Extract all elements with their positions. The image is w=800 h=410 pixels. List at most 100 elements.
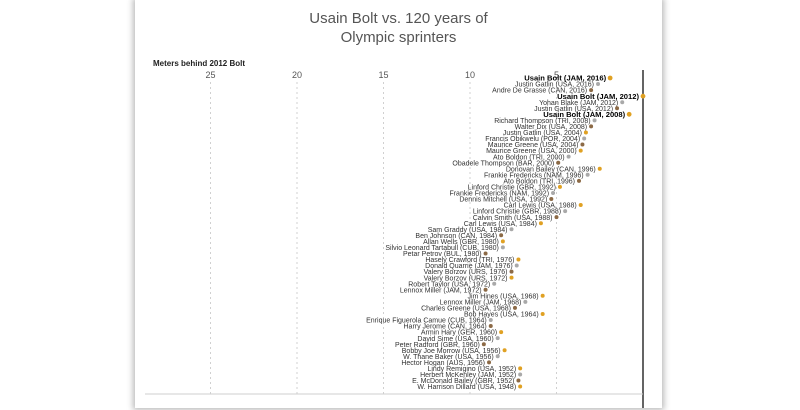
runner-label: Maurice Greene (USA, 2000) [486, 148, 577, 155]
runner-dot [540, 293, 545, 298]
runner-label: Lennox Miller (JAM, 1972) [400, 287, 482, 294]
runner-point: Andre De Grasse (CAN, 2016) [492, 88, 594, 95]
runner-label: Ben Johnson (CAN, 1984) [415, 233, 497, 240]
runner-dot [502, 348, 507, 353]
runner-point: Yohan Blake (JAM, 2012) [539, 100, 625, 107]
runner-label: Walter Dix (USA, 2008) [515, 124, 587, 131]
runner-dot [626, 111, 632, 117]
runner-dot [495, 354, 500, 359]
runner-dot [514, 263, 519, 268]
runner-point: Lennox Miller (JAM, 1972) [400, 287, 488, 294]
runner-dot [540, 311, 545, 316]
runner-point: Justin Gatlin (USA, 2016) [515, 82, 601, 89]
runner-dot [499, 233, 504, 238]
runner-label: Richard Thompson (TRI, 2008) [494, 118, 590, 125]
runner-dot [556, 160, 561, 165]
runner-point: Ato Boldon (TRI, 2000) [493, 154, 571, 161]
runner-dot [495, 336, 500, 341]
runner-point: Ato Boldon (TRI, 1996) [503, 178, 581, 185]
runner-point: Usain Bolt (JAM, 2008) [543, 110, 632, 119]
runner-point: Usain Bolt (JAM, 2012) [557, 92, 646, 101]
runner-point: Hasely Crawford (TRI, 1976) [425, 257, 521, 264]
runner-label: Enrique Figuerola Camue (CUB, 1964) [366, 318, 487, 325]
runner-point: Linford Christie (GBR, 1992) [468, 185, 562, 192]
runner-dot [615, 106, 620, 111]
runner-point: Petar Petrov (BUL, 1980) [403, 251, 488, 258]
runner-label: Jim Hines (USA, 1968) [467, 293, 538, 300]
runner-point: Harry Jerome (CAN, 1964) [404, 324, 493, 331]
runner-dot [578, 148, 583, 153]
runner-point: Bob Hayes (USA, 1964) [464, 312, 545, 319]
chart-title-line-2: Olympic sprinters [340, 29, 457, 46]
runner-dot [509, 275, 514, 280]
runner-dot [518, 372, 523, 377]
runner-dot [512, 305, 517, 310]
runner-point: Donald Quarrie (JAM, 1976) [425, 263, 519, 270]
runner-label: Justin Gatlin (USA, 2004) [503, 130, 582, 137]
runner-label: Valery Borzov (URS, 1972) [424, 275, 508, 282]
runner-dot [488, 324, 493, 329]
runner-point: Calvin Smith (USA, 1988) [473, 215, 559, 222]
runner-label: Usain Bolt (JAM, 2012) [557, 92, 639, 101]
runner-point: Robert Taylor (USA, 1972) [408, 281, 497, 288]
runner-label: Obadele Thompson (BAR, 2000) [452, 160, 554, 167]
runner-dot [499, 330, 504, 335]
runner-point: Bobby Joe Morrow (USA, 1956) [402, 348, 507, 355]
runner-label: Donovan Bailey (CAN, 1996) [506, 166, 596, 173]
runner-label: Maurice Greene (USA, 2004) [488, 142, 579, 149]
runner-label: Hasely Crawford (TRI, 1976) [425, 257, 514, 264]
runner-point: Dennis Mitchell (USA, 1992) [459, 197, 554, 204]
x-tick-label: 20 [292, 70, 302, 80]
runner-label: Robert Taylor (USA, 1972) [408, 281, 490, 288]
runner-dot [620, 100, 625, 105]
runner-label: Ato Boldon (TRI, 1996) [503, 178, 575, 185]
runner-label: Calvin Smith (USA, 1988) [473, 215, 553, 222]
runner-dot [589, 124, 594, 129]
runner-point: Allan Wells (GBR, 1980) [423, 239, 505, 246]
runner-point: Frankie Fredericks (NAM, 1996) [484, 172, 590, 179]
runner-label: Valery Borzov (URS, 1976) [424, 269, 508, 276]
runner-point: Walter Dix (USA, 2008) [515, 124, 594, 131]
runner-label: Dennis Mitchell (USA, 1992) [459, 197, 547, 204]
runner-label: Linford Christie (GBR, 1992) [468, 185, 556, 192]
x-tick-label: 15 [378, 70, 388, 80]
runner-dot [509, 227, 514, 232]
runner-label: Hector Hogan (AUS, 1956) [401, 360, 485, 367]
runner-dot [597, 166, 602, 171]
runner-point: Francis Obikwelu (POR, 2004) [485, 136, 587, 143]
runner-point: Obadele Thompson (BAR, 2000) [452, 160, 561, 167]
runner-label: Linford Christie (GBR, 1988) [473, 209, 561, 216]
runner-label: Allan Wells (GBR, 1980) [423, 239, 499, 246]
runner-label: Ato Boldon (TRI, 2000) [493, 154, 565, 161]
runner-point: Valery Borzov (URS, 1976) [424, 269, 514, 276]
runner-point: Carl Lewis (USA, 1988) [504, 203, 583, 210]
runner-dot [538, 221, 543, 226]
runner-dot [589, 88, 594, 93]
runner-label: Frankie Fredericks (NAM, 1992) [449, 191, 549, 198]
runner-dot [583, 130, 588, 135]
runner-dot [516, 257, 521, 262]
runner-dot [592, 118, 597, 123]
runner-point: W. Harrison Dillard (USA, 1948) [417, 384, 523, 391]
runner-dot [483, 287, 488, 292]
runner-point: Justin Gatlin (USA, 2012) [534, 106, 620, 113]
runner-label: Francis Obikwelu (POR, 2004) [485, 136, 580, 143]
runner-label: Frankie Fredericks (NAM, 1996) [484, 172, 584, 179]
runner-label: Lennox Miller (JAM, 1968) [440, 299, 522, 306]
runner-dot [516, 378, 521, 383]
runner-label: Usain Bolt (JAM, 2016) [524, 74, 606, 83]
runner-label: Justin Gatlin (USA, 2016) [515, 82, 594, 89]
runner-label: Silvio Leonard Tartabull (CUB, 1980) [385, 245, 499, 252]
runner-label: Sam Graddy (USA, 1984) [428, 227, 508, 234]
runner-point: Peter Radford (GBR, 1960) [395, 342, 486, 349]
runner-point: Justin Gatlin (USA, 2004) [503, 130, 588, 137]
runner-point: Donovan Bailey (CAN, 1996) [506, 166, 602, 173]
runner-label: Peter Radford (GBR, 1960) [395, 342, 480, 349]
runner-label: Harry Jerome (CAN, 1964) [404, 324, 487, 331]
runner-point: Herbert McKenley (JAM, 1952) [420, 372, 523, 379]
runner-dot [578, 203, 583, 208]
runner-dot [523, 299, 528, 304]
runner-dot [518, 366, 523, 371]
runner-point: Maurice Greene (USA, 2000) [486, 148, 583, 155]
runner-point: Lennox Miller (JAM, 1968) [440, 299, 528, 306]
